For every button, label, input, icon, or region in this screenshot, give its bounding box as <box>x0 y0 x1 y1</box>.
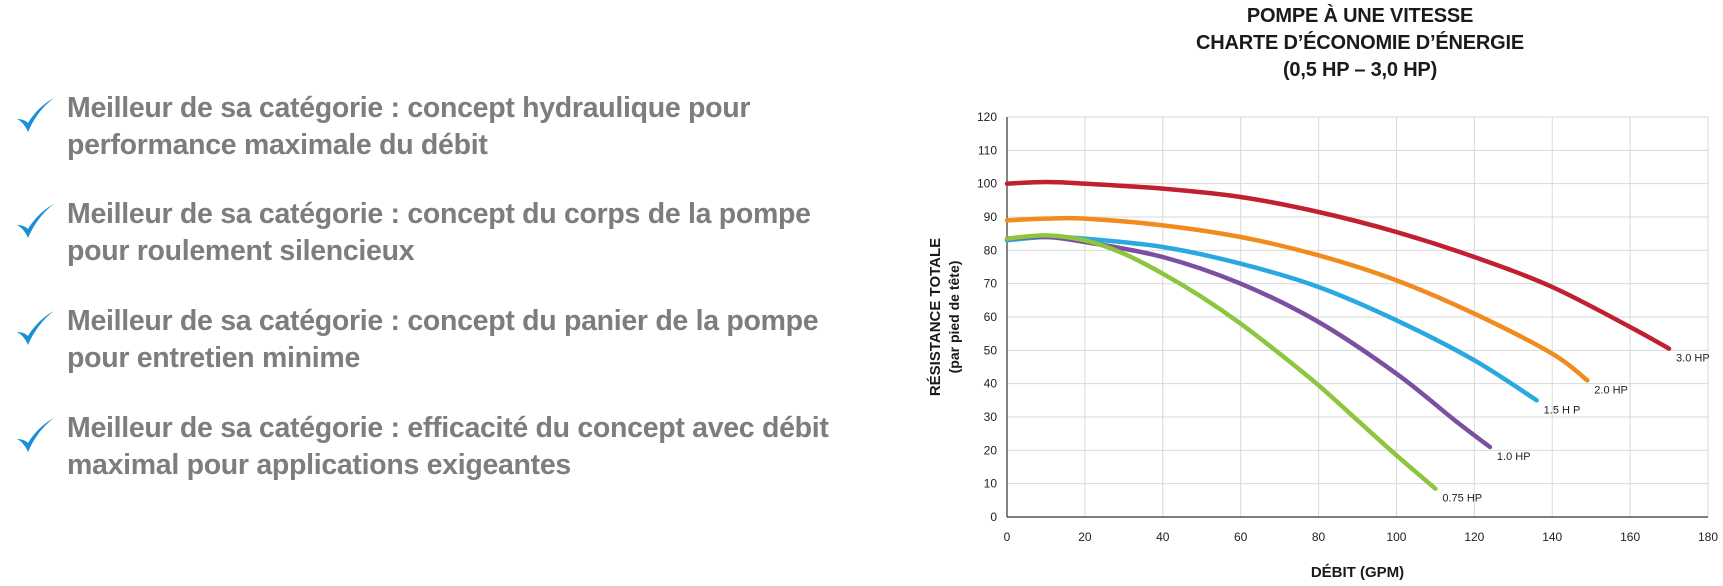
chart-title: POMPE À UNE VITESSE CHARTE D’ÉCONOMIE D’… <box>1080 3 1640 84</box>
series-line <box>1004 234 1493 450</box>
y-tick-label: 90 <box>984 210 998 224</box>
feature-text: Meilleur de sa catégorie : efficacité du… <box>67 412 829 481</box>
y-tick-label: 0 <box>990 510 997 524</box>
checkmark-icon <box>17 98 54 132</box>
y-tick-label: 120 <box>977 110 997 124</box>
x-tick-label: 40 <box>1156 530 1170 544</box>
y-tick-label: 80 <box>984 243 998 257</box>
x-tick-label: 140 <box>1542 530 1562 544</box>
series-line <box>1004 215 1590 383</box>
y-tick-label: 60 <box>984 310 998 324</box>
y-tick-label: 50 <box>984 343 998 357</box>
x-axis-label: DÉBIT (GPM) <box>1311 564 1404 581</box>
y-tick-label: 110 <box>978 143 997 157</box>
feature-item: Meilleur de sa catégorie : concept du pa… <box>14 303 834 383</box>
x-tick-label: 20 <box>1078 530 1092 544</box>
series-line <box>1004 234 1539 403</box>
feature-item: Meilleur de sa catégorie : concept hydra… <box>14 90 834 170</box>
x-tick-label: 60 <box>1234 530 1248 544</box>
feature-text: Meilleur de sa catégorie : concept hydra… <box>67 92 751 161</box>
checkmark-icon <box>17 418 54 452</box>
feature-item: Meilleur de sa catégorie : efficacité du… <box>14 410 834 490</box>
x-tick-label: 100 <box>1386 530 1406 544</box>
y-tick-label: 20 <box>984 443 998 457</box>
y-tick-label: 10 <box>984 477 998 491</box>
series-line <box>1004 233 1438 491</box>
y-axis-label: RÉSISTANCE TOTALE <box>927 238 944 396</box>
series-label: 0.75 HP <box>1442 493 1482 505</box>
feature-text: Meilleur de sa catégorie : concept du co… <box>67 198 811 267</box>
x-tick-label: 0 <box>1004 530 1011 544</box>
x-tick-label: 180 <box>1698 530 1718 544</box>
y-axis-label-sub: (par pied de tête) <box>946 261 962 374</box>
y-tick-label: 100 <box>977 177 997 191</box>
x-tick-label: 160 <box>1620 530 1640 544</box>
x-tick-label: 120 <box>1464 530 1484 544</box>
y-tick-label: 30 <box>984 410 998 424</box>
chart-title-line: (0,5 HP – 3,0 HP) <box>1282 59 1438 81</box>
series-label: 3.0 HP <box>1676 353 1710 365</box>
checkmark-icon <box>17 311 54 345</box>
series-label: 2.0 HP <box>1594 384 1628 396</box>
y-tick-label: 70 <box>984 277 998 291</box>
checkmark-icon <box>17 204 54 238</box>
series-label: 1.0 HP <box>1497 451 1531 463</box>
series-line <box>1004 179 1672 351</box>
chart-title-line: CHARTE D’ÉCONOMIE D’ÉNERGIE <box>1196 32 1524 54</box>
chart-title-line: POMPE À UNE VITESSE <box>1246 5 1474 27</box>
y-tick-label: 40 <box>984 377 998 391</box>
feature-item: Meilleur de sa catégorie : concept du co… <box>14 196 834 276</box>
x-tick-label: 80 <box>1312 530 1326 544</box>
series-label: 1.5 H P <box>1544 404 1581 416</box>
feature-text: Meilleur de sa catégorie : concept du pa… <box>67 305 819 374</box>
